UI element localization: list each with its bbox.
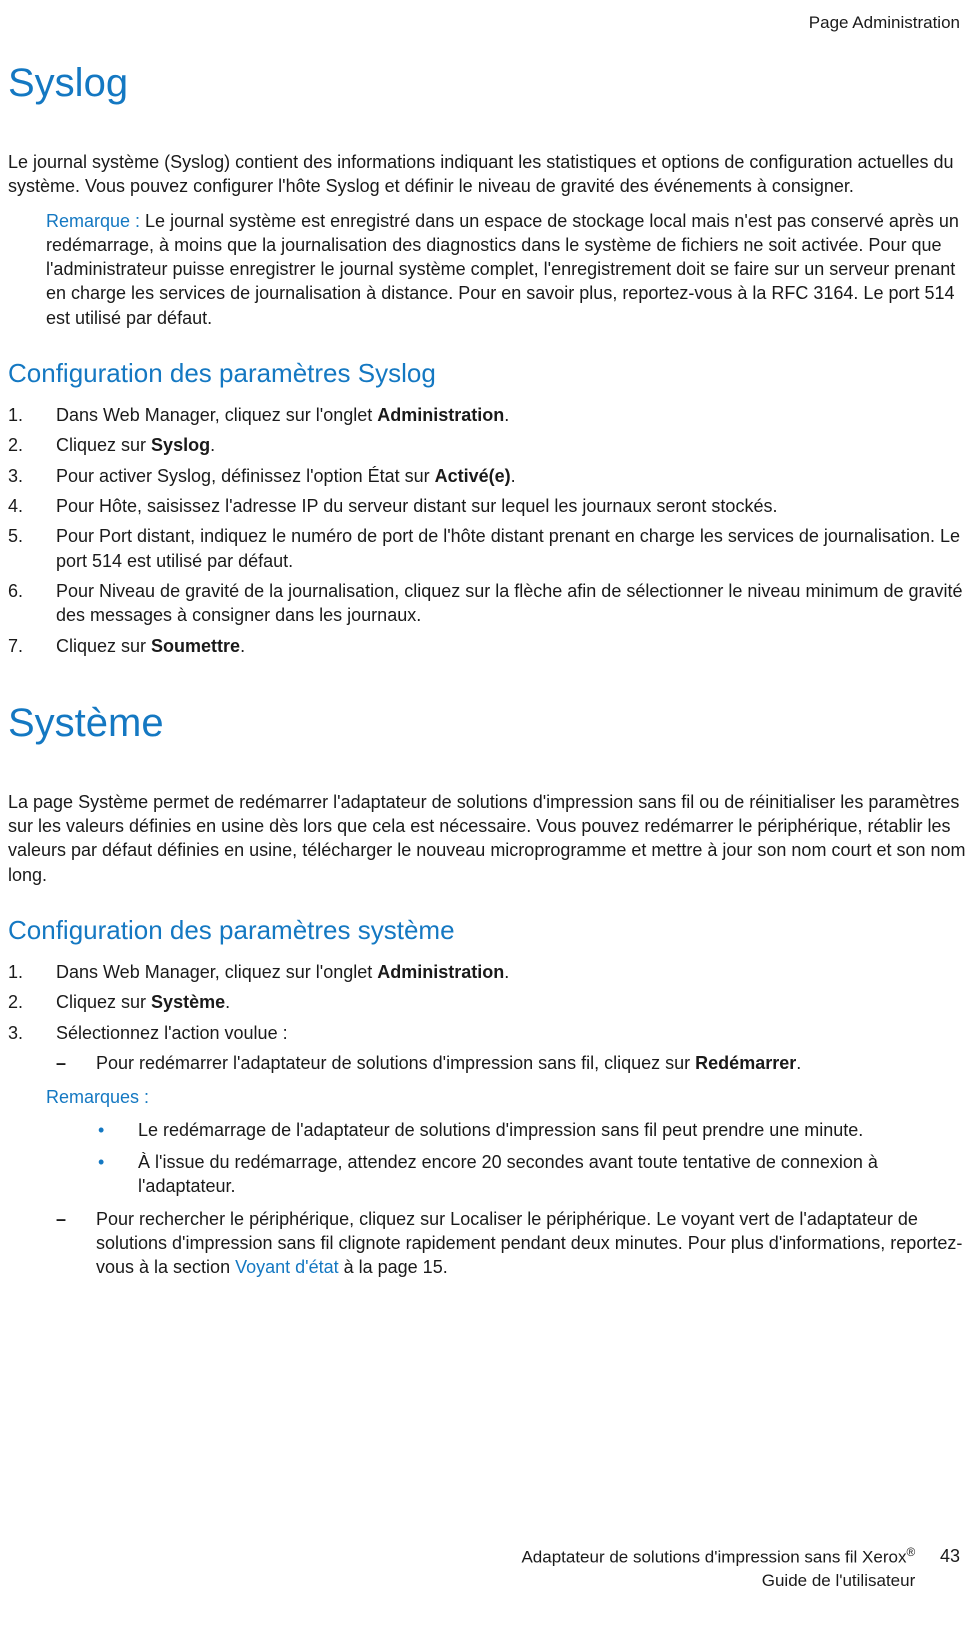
syslog-config-heading: Configuration des paramètres Syslog (8, 356, 968, 391)
dash-text: . (796, 1053, 801, 1073)
step-text: . (511, 466, 516, 486)
list-item: Pour Niveau de gravité de la journalisat… (8, 579, 968, 628)
systeme-intro: La page Système permet de redémarrer l'a… (8, 790, 968, 887)
list-item: Dans Web Manager, cliquez sur l'onglet A… (8, 960, 968, 984)
bullet-item: Le redémarrage de l'adaptateur de soluti… (8, 1118, 968, 1142)
registered-mark: ® (906, 1545, 915, 1559)
note-text: Le journal système est enregistré dans u… (46, 211, 959, 328)
dash-item: Pour redémarrer l'adaptateur de solution… (8, 1051, 968, 1075)
note-label: Remarque : (46, 211, 145, 231)
list-item: Pour Port distant, indiquez le numéro de… (8, 524, 968, 573)
page-number: 43 (940, 1544, 960, 1568)
step-text: Cliquez sur (56, 636, 151, 656)
list-item: Dans Web Manager, cliquez sur l'onglet A… (8, 403, 968, 427)
step-text: Dans Web Manager, cliquez sur l'onglet (56, 962, 377, 982)
systeme-config-heading: Configuration des paramètres système (8, 913, 968, 948)
step-text: Cliquez sur (56, 435, 151, 455)
step-text: Cliquez sur (56, 992, 151, 1012)
status-led-link[interactable]: Voyant d'état (235, 1257, 339, 1277)
page-content: Syslog Le journal système (Syslog) conti… (8, 0, 968, 1279)
step-bold: Soumettre (151, 636, 240, 656)
syslog-note: Remarque : Le journal système est enregi… (46, 209, 968, 330)
dash-item: Pour rechercher le périphérique, cliquez… (8, 1207, 968, 1280)
step-bold: Activé(e) (435, 466, 511, 486)
notes-label: Remarques : (46, 1085, 968, 1109)
step-bold: Administration (377, 405, 504, 425)
systeme-heading: Système (8, 696, 968, 750)
step-bold: Administration (377, 962, 504, 982)
footer-doc-title: Guide de l'utilisateur (521, 1570, 915, 1593)
syslog-intro: Le journal système (Syslog) contient des… (8, 150, 968, 199)
bullet-item: À l'issue du redémarrage, attendez encor… (8, 1150, 968, 1199)
page-footer: Adaptateur de solutions d'impression san… (521, 1544, 960, 1593)
step-text: . (225, 992, 230, 1012)
step-text: . (240, 636, 245, 656)
step-text: . (504, 962, 509, 982)
systeme-steps-list: Dans Web Manager, cliquez sur l'onglet A… (8, 960, 968, 1045)
list-item: Pour activer Syslog, définissez l'option… (8, 464, 968, 488)
syslog-steps-list: Dans Web Manager, cliquez sur l'onglet A… (8, 403, 968, 658)
footer-text-block: Adaptateur de solutions d'impression san… (521, 1544, 915, 1593)
step-text: . (210, 435, 215, 455)
step-text: . (504, 405, 509, 425)
footer-product-name: Adaptateur de solutions d'impression san… (521, 1544, 915, 1570)
dash-text: Pour redémarrer l'adaptateur de solution… (96, 1053, 695, 1073)
list-item: Sélectionnez l'action voulue : (8, 1021, 968, 1045)
step-text: Dans Web Manager, cliquez sur l'onglet (56, 405, 377, 425)
list-item: Pour Hôte, saisissez l'adresse IP du ser… (8, 494, 968, 518)
dash-text: à la page 15. (339, 1257, 448, 1277)
list-item: Cliquez sur Système. (8, 990, 968, 1014)
header-section-label: Page Administration (809, 12, 960, 35)
step-bold: Système (151, 992, 225, 1012)
dash-text: Pour rechercher le périphérique, cliquez… (96, 1209, 962, 1278)
list-item: Cliquez sur Soumettre. (8, 634, 968, 658)
list-item: Cliquez sur Syslog. (8, 433, 968, 457)
step-text: Pour activer Syslog, définissez l'option… (56, 466, 435, 486)
dash-bold: Redémarrer (695, 1053, 796, 1073)
syslog-heading: Syslog (8, 56, 968, 110)
step-bold: Syslog (151, 435, 210, 455)
